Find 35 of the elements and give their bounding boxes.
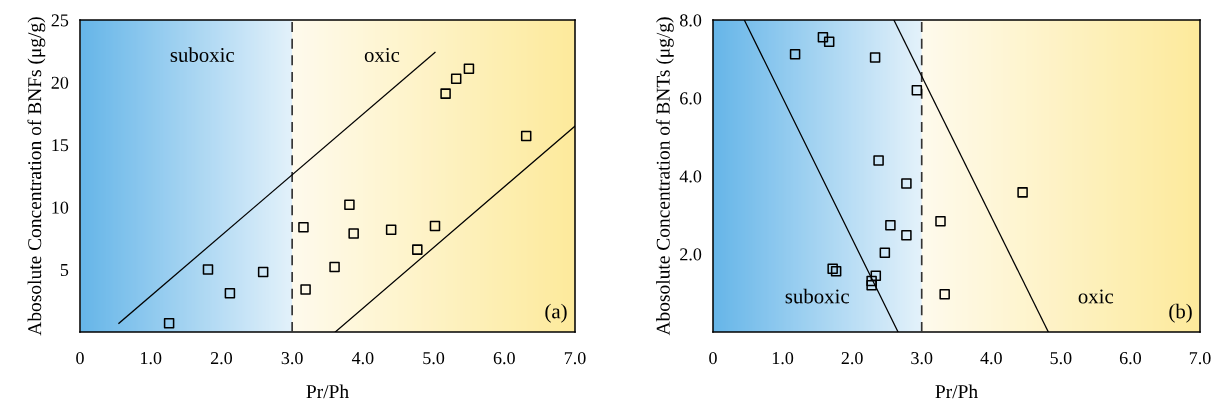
x-tick-label: 2.0 xyxy=(210,351,233,365)
x-tick-label: 0 xyxy=(76,351,84,365)
y-axis-title: Abosolute Concentration of BNTs (μg/g) xyxy=(655,17,674,336)
annotation: suboxic xyxy=(785,288,849,304)
x-tick-label: 3.0 xyxy=(281,351,303,365)
annotation: suboxic xyxy=(170,47,235,62)
x-axis-title: Pr/Ph xyxy=(935,384,978,399)
y-tick-label: 20 xyxy=(51,76,69,89)
x-tick-label: 6.0 xyxy=(493,351,515,365)
annotation: (a) xyxy=(545,303,567,323)
y-tick-label: 2.0 xyxy=(680,248,702,261)
x-tick-label: 5.0 xyxy=(423,351,445,365)
x-tick-label: 7.0 xyxy=(564,351,586,365)
x-tick-label: 3.0 xyxy=(911,351,933,365)
y-tick-label: 25 xyxy=(51,14,69,27)
y-tick-label: 6.0 xyxy=(680,92,702,105)
x-tick-label: 0 xyxy=(709,351,717,365)
y-axis-title: Abosolute Concentration of BNFs (μg/g) xyxy=(27,17,46,336)
y-tick-label: 4.0 xyxy=(679,170,702,183)
x-tick-label: 7.0 xyxy=(1189,351,1211,365)
y-tick-label: 10 xyxy=(52,201,69,214)
y-tick-label: 8.0 xyxy=(680,14,702,27)
x-tick-label: 4.0 xyxy=(980,351,1002,365)
y-tick-label: 5 xyxy=(60,264,69,277)
x-tick-label: 4.0 xyxy=(351,351,374,365)
x-tick-label: 2.0 xyxy=(841,351,863,365)
x-axis-title: Pr/Ph xyxy=(306,384,349,399)
annotation: oxic xyxy=(1078,289,1114,304)
x-tick-label: 1.0 xyxy=(772,351,794,365)
x-tick-label: 1.0 xyxy=(141,351,162,365)
y-tick-label: 15 xyxy=(52,139,69,152)
annotation: (b) xyxy=(1169,303,1192,323)
x-tick-label: 5.0 xyxy=(1050,351,1072,365)
x-tick-label: 6.0 xyxy=(1119,351,1142,365)
annotation: oxic xyxy=(364,47,400,62)
